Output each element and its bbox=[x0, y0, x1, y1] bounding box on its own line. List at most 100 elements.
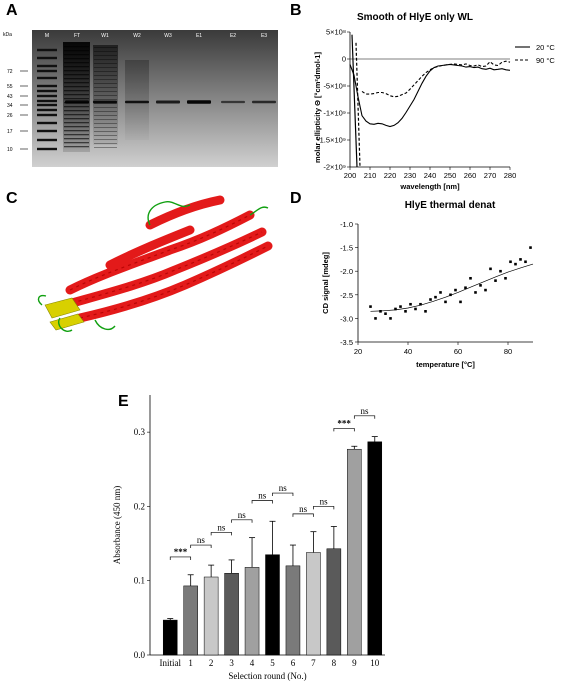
chart-e-bar bbox=[347, 448, 362, 656]
chart-e-significance-label: ns bbox=[217, 522, 226, 532]
chart-b-title: Smooth of HlyE only WL bbox=[357, 12, 473, 23]
chart-e-significance-label: *** bbox=[337, 418, 351, 428]
gel-band bbox=[94, 71, 117, 72]
chart-e-bar bbox=[224, 573, 239, 656]
chart-e-x-tick-label: Initial bbox=[159, 658, 181, 668]
panel-letter-b: B bbox=[290, 2, 302, 19]
chart-e-significance-bracket bbox=[333, 428, 355, 432]
gel-band bbox=[64, 78, 89, 80]
gel-band bbox=[37, 76, 57, 80]
chart-b-y-tick-label: -1×10⁹ bbox=[323, 109, 346, 118]
chart-b-y-label: molar ellipticity Θ [°cm²dmol-1] bbox=[313, 52, 322, 163]
chart-d-x-tick-label: 60 bbox=[454, 347, 462, 356]
gel-band bbox=[64, 114, 89, 116]
gel-band bbox=[64, 122, 89, 124]
gel-band bbox=[94, 111, 117, 112]
chart-e-significance-label: ns bbox=[299, 504, 308, 514]
chart-e-significance-bracket bbox=[210, 532, 232, 536]
gel-band bbox=[37, 48, 57, 52]
chart-e-x-tick-label: 10 bbox=[370, 658, 380, 668]
chart-e-significance-bracket bbox=[169, 556, 192, 560]
gel-lane-label: W1 bbox=[101, 33, 109, 39]
gel-lane-label: W2 bbox=[133, 33, 141, 39]
gel-lane-label: E3 bbox=[261, 33, 267, 39]
gel-band bbox=[94, 79, 117, 80]
chart-e-significance-bracket bbox=[190, 544, 212, 549]
chart-b-y-tick-label: -5×10⁸ bbox=[323, 82, 346, 91]
gel-band bbox=[94, 139, 117, 140]
chart-e-y-tick-label: 0.3 bbox=[134, 427, 146, 437]
chart-e-significance-bracket bbox=[272, 492, 294, 497]
chart-d-point bbox=[429, 298, 432, 301]
chart-d-fit-line bbox=[370, 263, 534, 312]
gel-smear bbox=[93, 45, 118, 145]
chart-e-significance-label: *** bbox=[174, 547, 188, 557]
chart-d-point bbox=[389, 317, 392, 320]
chart-e-y-tick-label: 0.0 bbox=[134, 650, 146, 660]
gel-band bbox=[94, 99, 117, 100]
gel-band bbox=[64, 98, 89, 100]
gel-band bbox=[37, 121, 57, 125]
chart-b-x-tick-label: 270 bbox=[484, 171, 497, 180]
gel-band bbox=[64, 66, 89, 68]
gel-lane-label: E2 bbox=[230, 33, 236, 39]
gel-band bbox=[187, 100, 211, 104]
gel-background bbox=[32, 30, 278, 167]
chart-d-point bbox=[479, 284, 482, 287]
chart-e-x-tick-label: 5 bbox=[270, 658, 275, 668]
chart-d-y-tick-label: -2.0 bbox=[340, 267, 353, 276]
chart-b-y-tick-label: 0 bbox=[342, 55, 346, 64]
gel-band bbox=[94, 103, 117, 104]
chart-e-significance-label: ns bbox=[320, 496, 329, 506]
gel-band bbox=[64, 94, 89, 96]
chart-b-x-tick-label: 260 bbox=[464, 171, 477, 180]
chart-e-x-tick-label: 6 bbox=[291, 658, 296, 668]
chart-d-x-tick-label: 80 bbox=[504, 347, 512, 356]
gel-band bbox=[37, 103, 57, 107]
gel-band bbox=[94, 47, 117, 48]
gel-band bbox=[64, 74, 89, 76]
gel-lane-label: W3 bbox=[164, 33, 172, 39]
chart-e-significance-label: ns bbox=[361, 406, 370, 416]
gel-marker-label: 26 bbox=[7, 113, 13, 119]
chart-d-point bbox=[434, 295, 437, 299]
chart-e-bar bbox=[367, 441, 383, 656]
chart-b-series-edge bbox=[355, 42, 361, 168]
gel-band bbox=[37, 113, 57, 117]
chart-d-title: HlyE thermal denat bbox=[405, 200, 496, 211]
gel-lane-label: E1 bbox=[196, 33, 202, 39]
gel-band bbox=[37, 99, 57, 103]
gel-smear bbox=[63, 42, 90, 152]
gel-lane-label: M bbox=[45, 33, 49, 39]
chart-e-bar bbox=[203, 576, 219, 656]
gel-band bbox=[94, 135, 117, 136]
chart-d-point bbox=[504, 276, 507, 280]
chart-d-y-tick-label: -2.5 bbox=[340, 291, 353, 300]
gel-band bbox=[37, 64, 57, 68]
chart-d-point bbox=[524, 260, 527, 264]
chart-e-significance-label: ns bbox=[279, 483, 288, 493]
gel-band bbox=[94, 59, 117, 60]
chart-d-x-tick-label: 20 bbox=[354, 347, 362, 356]
chart-e-significance-bracket bbox=[292, 513, 314, 517]
gel-band bbox=[37, 89, 57, 93]
gel-band bbox=[65, 100, 89, 104]
chart-e-bar bbox=[244, 567, 260, 656]
gel-kda-label: kDa bbox=[3, 32, 12, 38]
gel-band bbox=[94, 95, 117, 96]
chart-d-point bbox=[374, 317, 377, 320]
chart-d-x-label: temperature [°C] bbox=[416, 360, 475, 369]
chart-e-x-tick-label: 7 bbox=[311, 658, 316, 668]
chart-d-point bbox=[419, 302, 422, 306]
chart-d-point bbox=[414, 307, 417, 311]
chart-d-point bbox=[449, 293, 452, 297]
gel-band bbox=[64, 58, 89, 60]
chart-d-point bbox=[394, 307, 397, 311]
gel-band bbox=[252, 100, 276, 104]
gel-band bbox=[64, 50, 89, 52]
chart-d-point bbox=[464, 286, 467, 290]
chart-d-y-tick-label: -1.0 bbox=[340, 220, 353, 229]
gel-band bbox=[37, 84, 57, 88]
gel-band bbox=[64, 46, 89, 48]
